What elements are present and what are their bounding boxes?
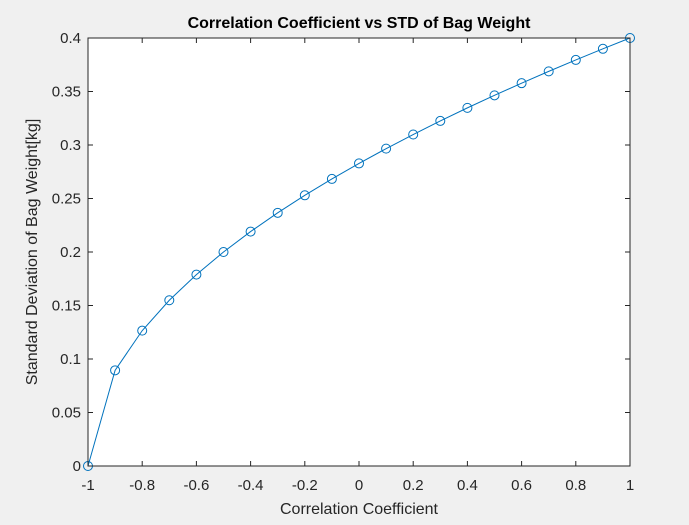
data-point-marker: [326, 173, 337, 184]
data-point-marker: [489, 90, 500, 101]
data-point-marker: [164, 295, 175, 306]
data-point-marker: [191, 269, 202, 280]
data-point-marker: [137, 325, 148, 336]
data-point-marker: [245, 226, 256, 237]
x-tick-label: 0.8: [565, 477, 586, 494]
series-line: [87, 37, 631, 467]
y-tick-label: 0.15: [52, 298, 81, 315]
x-tick-label: 1: [626, 477, 634, 494]
y-tick-label: 0.2: [60, 244, 81, 261]
x-tick-label: -0.4: [238, 477, 264, 494]
x-tick-label: 0.4: [457, 477, 478, 494]
x-tick-label: 0: [355, 477, 363, 494]
axes-layer: -1 -0.8 -0.6 -0.4 -0.2 0 0.2 0.4 0.6 0.8 1 0 0.05 0.1…: [52, 30, 634, 494]
y-tick-label: 0.25: [52, 191, 81, 208]
data-point-marker: [408, 129, 419, 140]
y-tick-label: 0.35: [52, 84, 81, 101]
data-point-marker: [516, 78, 527, 89]
x-tick-label: -0.6: [183, 477, 209, 494]
data-point-marker: [435, 115, 446, 126]
y-tick-label: 0.3: [60, 137, 81, 154]
x-tick-label: -1: [81, 477, 94, 494]
data-point-marker: [299, 190, 310, 201]
chart-title: Correlation Coefficient vs STD of Bag We…: [188, 15, 532, 32]
y-tick-label: 0: [73, 458, 81, 475]
y-tick-label: 0.05: [52, 405, 81, 422]
data-point-marker: [543, 66, 554, 77]
x-tick-label: 0.2: [403, 477, 424, 494]
x-tick-label: -0.8: [129, 477, 155, 494]
data-point-marker: [570, 54, 581, 65]
x-tick-label: 0.6: [511, 477, 532, 494]
data-point-marker: [110, 365, 121, 376]
data-point-marker: [272, 207, 283, 218]
data-point-marker: [218, 247, 229, 257]
data-point-marker: [381, 143, 392, 154]
data-point-marker: [597, 43, 608, 54]
y-tick-label: 0.4: [60, 30, 81, 47]
plot-layer: [83, 33, 635, 471]
y-axis-title: Standard Deviation of Bag Weight[kg]: [24, 119, 41, 386]
y-tick-label: 0.1: [60, 351, 81, 368]
data-point-marker: [354, 158, 364, 169]
data-point-marker: [462, 102, 473, 113]
x-tick-label: -0.2: [292, 477, 318, 494]
plot-area: [88, 38, 630, 466]
x-axis-title: Correlation Coefficient: [280, 501, 439, 518]
